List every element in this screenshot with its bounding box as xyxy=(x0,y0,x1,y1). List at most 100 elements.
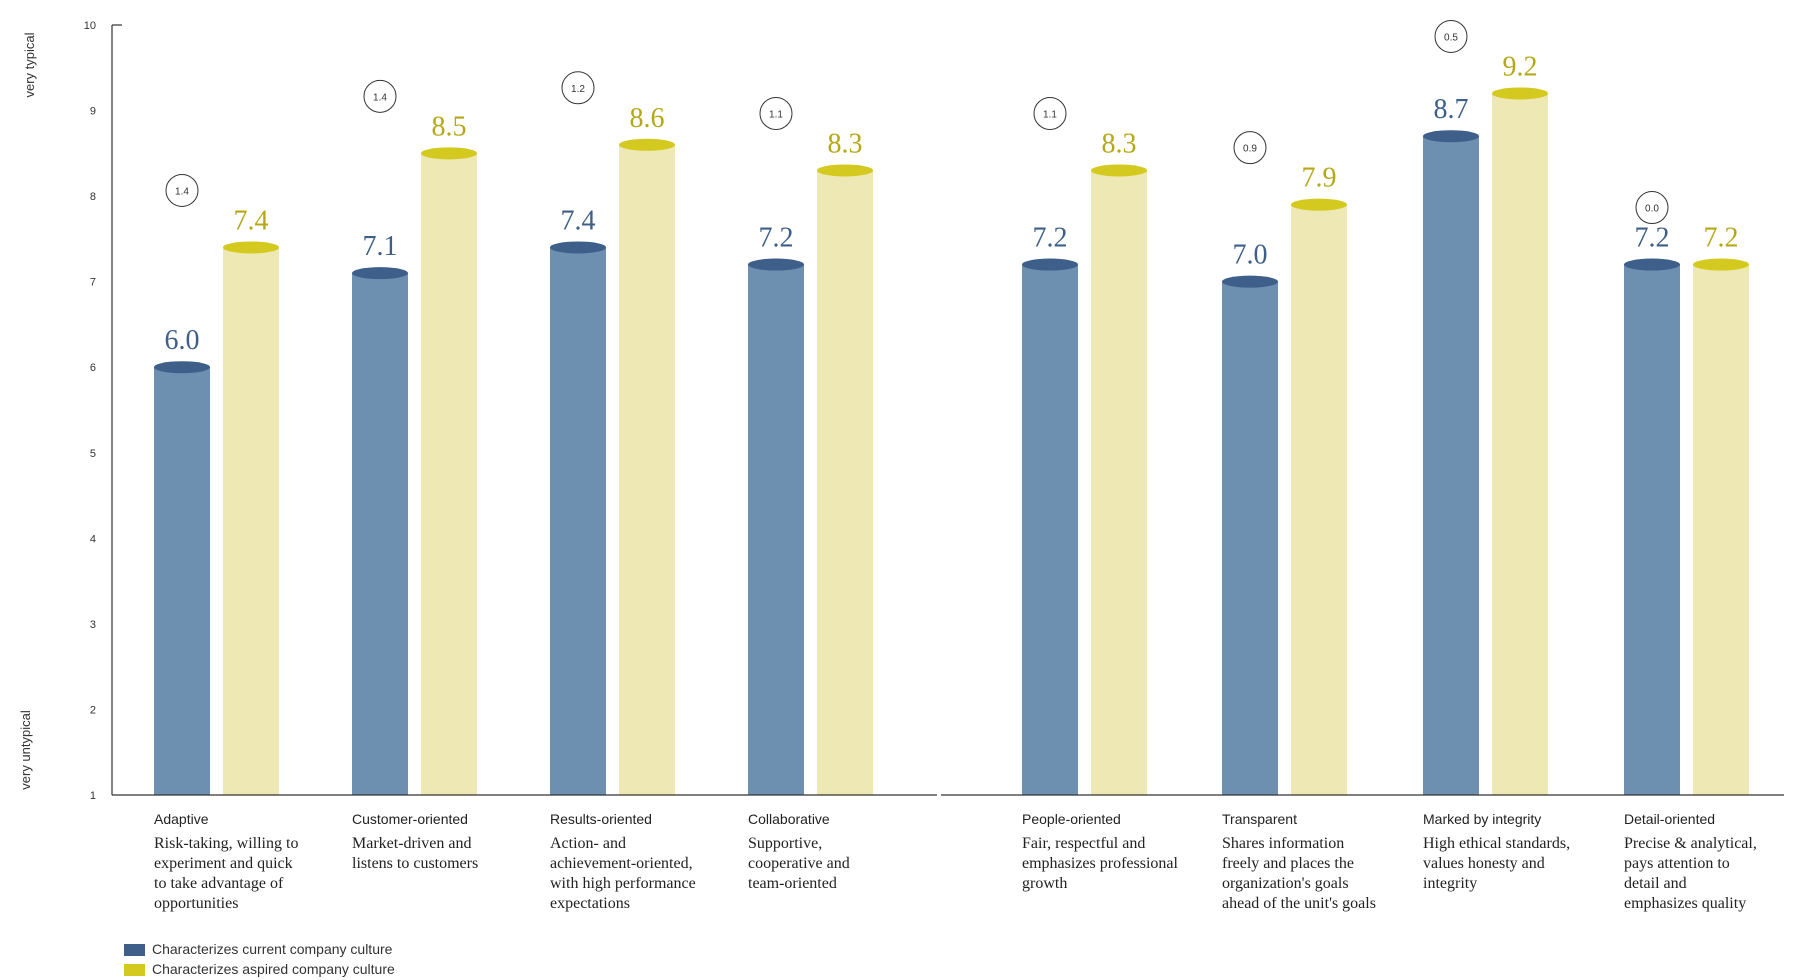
difference-circle xyxy=(759,96,793,130)
category-description-line: emphasizes professional xyxy=(1022,855,1179,872)
category-description-line: detail and xyxy=(1624,875,1687,892)
difference-label: 1.4 xyxy=(175,186,189,197)
bar-aspired xyxy=(1091,170,1147,795)
bar-group: 6.0 7.4 1.4 xyxy=(154,173,279,795)
category-name: Transparent xyxy=(1222,811,1297,827)
y-tick-label: 4 xyxy=(90,533,96,545)
bar-current-cap xyxy=(1022,258,1078,271)
difference-label: 0.5 xyxy=(1444,32,1458,43)
bar-group: 7.2 7.2 0.0 xyxy=(1624,191,1749,795)
difference-circle xyxy=(561,71,595,105)
difference-label: 0.9 xyxy=(1243,144,1257,155)
y-tick-label: 6 xyxy=(90,362,96,374)
difference-circle xyxy=(1434,19,1468,53)
category-description-line: Supportive, xyxy=(748,835,822,852)
category-description-line: achievement-oriented, xyxy=(550,855,693,872)
value-label-aspired: 8.3 xyxy=(828,128,863,159)
legend: Characterizes current company culture Ch… xyxy=(124,941,395,977)
bar-group: 8.7 9.2 0.5 xyxy=(1423,19,1548,795)
value-label-current: 7.2 xyxy=(1635,223,1670,254)
category-name: Collaborative xyxy=(748,811,830,827)
y-axis: 1 2 3 4 5 6 7 8 9 10 xyxy=(84,20,122,802)
y-tick-label: 7 xyxy=(90,277,96,289)
value-label-current: 7.4 xyxy=(561,205,596,236)
value-label-aspired: 7.9 xyxy=(1302,163,1337,194)
category-labels: Adaptive Risk-taking, willing to experimen… xyxy=(154,811,1757,912)
category-description-line: ahead of the unit's goals xyxy=(1222,895,1376,912)
legend-swatch-current xyxy=(124,944,145,956)
y-tick-label: 2 xyxy=(90,704,96,716)
category-description-line: freely and places the xyxy=(1222,855,1354,872)
difference-circle xyxy=(363,79,397,113)
category-description-line: expectations xyxy=(550,895,630,912)
bar-current-cap xyxy=(1423,130,1479,143)
bar-aspired-cap xyxy=(1492,87,1548,100)
bar-current xyxy=(1022,264,1078,795)
category-name: Results-oriented xyxy=(550,811,652,827)
bar-aspired-cap xyxy=(1693,258,1749,271)
difference-label: 1.4 xyxy=(373,92,387,103)
value-label-current: 6.0 xyxy=(165,325,200,356)
value-label-aspired: 8.6 xyxy=(630,103,665,134)
y-label-bottom: very untypical xyxy=(18,710,33,790)
category-description-line: cooperative and xyxy=(748,855,850,872)
category-description-line: opportunities xyxy=(154,895,238,912)
category-description-line: to take advantage of xyxy=(154,875,284,892)
bar-current xyxy=(1423,136,1479,795)
value-label-aspired: 8.3 xyxy=(1102,128,1137,159)
category-description-line: Shares information xyxy=(1222,835,1344,852)
bar-aspired-cap xyxy=(619,138,675,151)
bar-aspired xyxy=(223,247,279,795)
value-label-current: 7.2 xyxy=(1033,223,1068,254)
value-label-current: 7.1 xyxy=(363,231,398,262)
y-tick-label: 1 xyxy=(90,790,96,802)
bar-current-cap xyxy=(1222,275,1278,288)
bar-aspired xyxy=(421,153,477,796)
legend-label-current: Characterizes current company culture xyxy=(152,941,393,957)
difference-circle xyxy=(1635,191,1669,225)
legend-swatch-aspired xyxy=(124,964,145,976)
category-description-line: growth xyxy=(1022,875,1067,892)
y-tick-label: 9 xyxy=(90,106,96,118)
bar-current xyxy=(352,273,408,796)
category-name: Adaptive xyxy=(154,811,209,827)
bar-current-cap xyxy=(154,361,210,374)
category-description-line: Fair, respectful and xyxy=(1022,835,1145,852)
category-description-line: Market-driven and xyxy=(352,835,472,852)
y-label-top: very typical xyxy=(22,32,37,97)
y-tick-label: 5 xyxy=(90,448,96,460)
category-description-line: team-oriented xyxy=(748,875,837,892)
category-description-line: emphasizes quality xyxy=(1624,895,1746,912)
bar-aspired xyxy=(1492,93,1548,795)
bar-current xyxy=(550,247,606,795)
bar-current xyxy=(1624,264,1680,795)
bar-current-cap xyxy=(748,258,804,271)
bar-group: 7.4 8.6 1.2 xyxy=(550,71,675,795)
category-description-line: pays attention to xyxy=(1624,855,1730,872)
bar-group: 7.1 8.5 1.4 xyxy=(352,79,477,796)
bar-group: 7.2 8.3 1.1 xyxy=(748,96,873,795)
difference-label: 1.1 xyxy=(1043,109,1057,120)
bar-current xyxy=(1222,281,1278,796)
bar-current xyxy=(748,264,804,795)
y-tick-label: 8 xyxy=(90,191,96,203)
difference-circle xyxy=(1233,131,1267,165)
value-label-current: 7.0 xyxy=(1233,240,1268,271)
category-description-line: High ethical standards, xyxy=(1423,835,1570,852)
bars: 6.0 7.4 1.4 7.1 8.5 1.4 7.4 8.6 1.2 7.2 8.3 1.1 7.2 8… xyxy=(154,19,1749,796)
difference-label: 1.2 xyxy=(571,84,585,95)
value-label-aspired: 7.4 xyxy=(234,205,269,236)
bar-aspired-cap xyxy=(1291,198,1347,211)
bar-group: 7.2 8.3 1.1 xyxy=(1022,96,1147,795)
category-name: Customer-oriented xyxy=(352,811,468,827)
value-label-aspired: 9.2 xyxy=(1503,51,1538,82)
bar-aspired xyxy=(817,170,873,795)
y-tick-label: 3 xyxy=(90,619,96,631)
bar-current-cap xyxy=(1624,258,1680,271)
bar-group: 7.0 7.9 0.9 xyxy=(1222,131,1347,796)
value-label-current: 8.7 xyxy=(1434,94,1469,125)
category-name: Marked by integrity xyxy=(1423,811,1541,827)
value-label-aspired: 7.2 xyxy=(1704,223,1739,254)
value-label-aspired: 8.5 xyxy=(432,111,467,142)
